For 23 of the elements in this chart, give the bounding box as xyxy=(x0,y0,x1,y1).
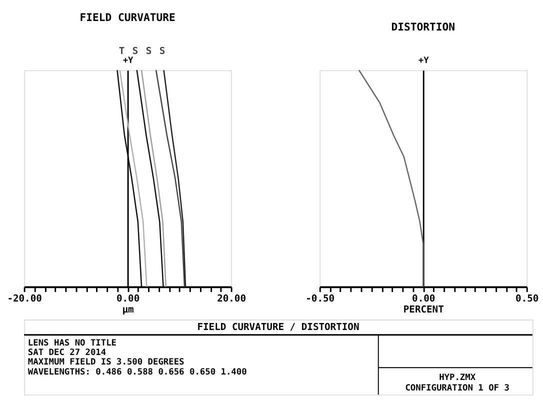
chart-title: DISTORTION xyxy=(391,22,455,34)
x-tick-label: 0.00 xyxy=(412,294,436,305)
text: WAVELENGTHS: 0.486 0.588 0.656 0.650 1.400 xyxy=(28,367,247,378)
text: MAXIMUM FIELD IS 3.500 DEGREES xyxy=(28,358,184,368)
chart-title: FIELD CURVATURE xyxy=(80,12,176,24)
text: CONFIGURATION 1 OF 3 xyxy=(405,384,510,394)
x-tick-label: 20.00 xyxy=(217,294,246,305)
y-axis-title: +Y xyxy=(122,56,134,66)
text: LENS HAS NO TITLE xyxy=(28,338,117,348)
text: T xyxy=(118,46,125,57)
x-axis-title: µm xyxy=(122,304,134,316)
x-tick-label: 0.00 xyxy=(116,294,140,305)
text: FIELD CURVATURE / DISTORTION xyxy=(197,322,360,334)
text: S xyxy=(132,46,138,57)
x-axis-title: PERCENT xyxy=(403,304,444,316)
text: SAT DEC 27 2014 xyxy=(28,348,106,358)
x-tick-label: -0.50 xyxy=(306,294,335,305)
text: S xyxy=(146,46,152,57)
x-tick-label: -20.00 xyxy=(7,294,42,305)
text: HYP.ZMX xyxy=(439,373,476,384)
text: S xyxy=(159,46,166,57)
y-axis-title: +Y xyxy=(418,56,430,66)
x-tick-label: 0.50 xyxy=(516,294,539,305)
